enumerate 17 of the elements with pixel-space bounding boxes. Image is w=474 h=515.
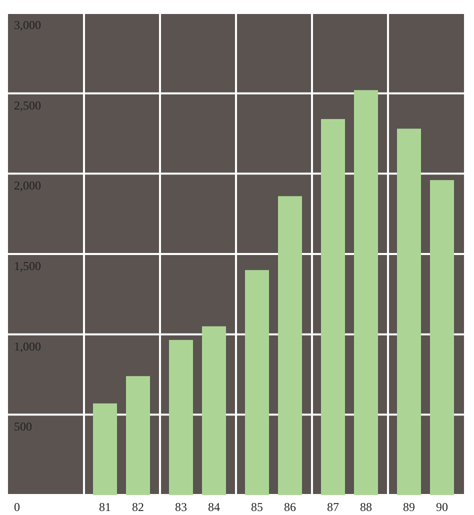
y-tick-label: 0 xyxy=(14,500,20,514)
y-tick-label: 2,500 xyxy=(14,98,41,112)
x-tick-label: 85 xyxy=(251,500,263,514)
x-tick-label: 83 xyxy=(175,500,187,514)
x-tick-label: 86 xyxy=(284,500,296,514)
y-tick-label: 3,000 xyxy=(14,18,41,32)
x-tick-label: 84 xyxy=(208,500,220,514)
x-tick-label: 90 xyxy=(436,500,448,514)
x-tick-label: 87 xyxy=(327,500,339,514)
y-tick-label: 1,500 xyxy=(14,259,41,273)
x-tick-label: 89 xyxy=(403,500,415,514)
x-tick-label: 88 xyxy=(360,500,372,514)
x-tick-label: 81 xyxy=(99,500,111,514)
y-tick-label: 1,000 xyxy=(14,339,41,354)
y-tick-label: 500 xyxy=(14,420,32,434)
y-tick-label: 2,000 xyxy=(14,178,41,193)
x-tick-label: 82 xyxy=(132,500,144,514)
